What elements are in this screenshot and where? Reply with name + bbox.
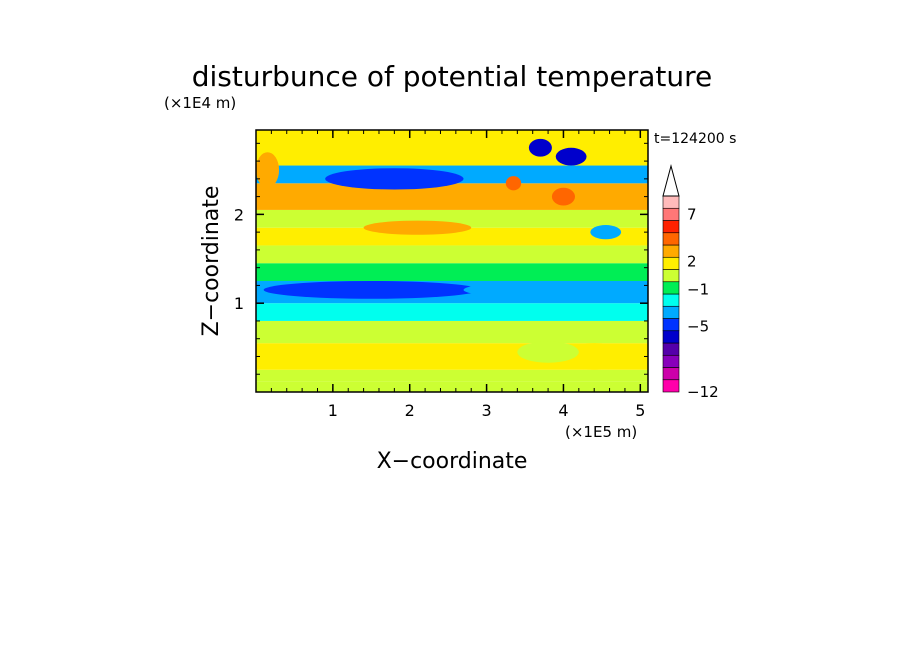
colorbar-swatch: [662, 330, 680, 344]
contour-band: [256, 183, 648, 210]
contour-feature: [528, 138, 552, 157]
colorbar-tick-label: 2: [687, 252, 697, 270]
contour-feature: [517, 341, 579, 363]
colorbar-swatch: [662, 195, 680, 209]
colorbar-tick-label: −5: [687, 318, 709, 336]
contour-band: [256, 263, 648, 281]
x-tick-label: 3: [481, 401, 491, 420]
contour-feature: [505, 176, 522, 191]
plot-area: [255, 129, 649, 393]
colorbar-swatch: [662, 367, 680, 381]
contour-feature: [551, 187, 575, 206]
colorbar-extend-arrow: [662, 164, 680, 197]
x-tick-label: 2: [405, 401, 415, 420]
x-axis-label: X−coordinate: [377, 449, 528, 474]
x-unit-label: (×1E5 m): [565, 423, 637, 441]
colorbar-tick-label: −1: [687, 280, 709, 298]
colorbar-swatch: [662, 354, 680, 368]
colorbar-swatch: [662, 256, 680, 270]
colorbar-swatch: [662, 269, 680, 283]
colorbar-swatch: [662, 281, 680, 295]
contour-feature: [263, 280, 479, 299]
y-tick-label: 1: [234, 294, 244, 313]
contour-feature: [463, 282, 587, 297]
contour-band: [256, 320, 648, 344]
colorbar-swatch: [662, 244, 680, 258]
colorbar-swatch: [662, 232, 680, 246]
colorbar-swatch: [662, 305, 680, 319]
contour-band: [256, 303, 648, 321]
colorbar-swatch: [662, 220, 680, 234]
x-tick-label: 1: [328, 401, 338, 420]
contour-feature: [555, 147, 587, 166]
x-tick-label: 5: [635, 401, 645, 420]
colorbar-tick-label: 7: [687, 206, 697, 224]
contour-feature: [325, 168, 464, 190]
y-axis-label: Z−coordinate: [199, 186, 224, 337]
contour-band: [256, 209, 648, 228]
contour-band: [256, 381, 648, 392]
contour-band: [256, 369, 648, 382]
y-unit-label: (×1E4 m): [164, 94, 236, 112]
y-tick-label: 2: [234, 205, 244, 224]
contour-band: [256, 130, 648, 166]
contour-band: [256, 227, 648, 246]
contour-feature: [363, 220, 472, 235]
contour-band: [256, 245, 648, 264]
colorbar-swatch: [662, 207, 680, 221]
contour-feature: [590, 225, 622, 240]
time-label: t=124200 s: [654, 131, 736, 147]
chart-title: disturbunce of potential temperature: [192, 60, 713, 93]
colorbar-swatch: [662, 379, 680, 393]
x-tick-label: 4: [558, 401, 568, 420]
colorbar-swatch: [662, 318, 680, 332]
colorbar-swatch: [662, 293, 680, 307]
colorbar-tick-label: −12: [687, 383, 719, 401]
colorbar: 7 2 −1 −5 −12: [662, 164, 719, 401]
colorbar-swatch: [662, 342, 680, 356]
contour-feature: [256, 152, 280, 188]
